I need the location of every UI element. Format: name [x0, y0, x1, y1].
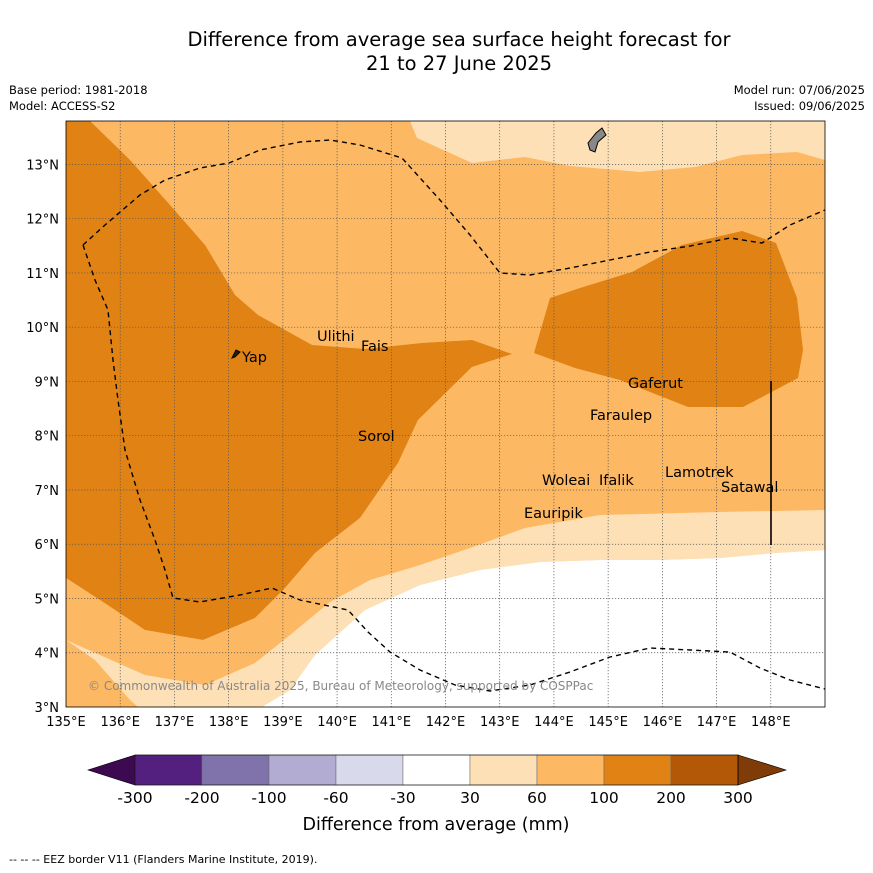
y-tick-label: 12°N	[26, 213, 59, 228]
map-frame	[65, 120, 826, 708]
map-title: Difference from average sea surface heig…	[0, 28, 873, 76]
map-credit: © Commonwealth of Australia 2025, Bureau…	[88, 679, 593, 693]
eez-border	[82, 139, 826, 692]
colorbar-tick-label: -200	[184, 789, 219, 807]
y-tick-label: 5°N	[35, 592, 60, 607]
footer-legend: -- -- -- EEZ border V11 (Flanders Marine…	[9, 853, 318, 866]
contour-neutral-south	[138, 550, 825, 707]
colorbar-bin	[134, 754, 203, 786]
colorbar-extend-high	[737, 754, 788, 786]
contour-100-200-east	[534, 231, 803, 407]
place-label-ifalik: Ifalik	[599, 473, 634, 489]
x-tick-label: 137°E	[155, 715, 195, 730]
y-tick-label: 9°N	[35, 375, 60, 390]
colorbar-tick-label: 60	[527, 789, 547, 807]
colorbar-bin	[670, 754, 739, 786]
base-period: Base period: 1981-2018	[9, 83, 148, 97]
colorbar-extend-low	[87, 754, 136, 786]
x-tick-label: 142°E	[426, 715, 466, 730]
x-tick-labels: 135°E 136°E 137°E 138°E 139°E 140°E 141°E 142°E…	[46, 715, 790, 730]
place-label-sorol: Sorol	[358, 429, 395, 445]
place-label-ulithi: Ulithi	[317, 329, 355, 345]
colorbar-bin	[402, 754, 471, 786]
colorbar-bin	[469, 754, 538, 786]
colorbar-bin	[536, 754, 605, 786]
colorbar-tick-label: -100	[251, 789, 286, 807]
colorbar-bin	[268, 754, 337, 786]
colorbar-tick-label: 30	[460, 789, 480, 807]
x-tick-label: 145°E	[588, 715, 628, 730]
contour-30-60-north	[410, 121, 825, 172]
y-tick-label: 10°N	[26, 321, 59, 336]
contour-30-60-south	[66, 510, 825, 707]
y-tick-labels: 3°N 4°N 5°N 6°N 7°N 8°N 9°N 10°N 11°N 12°N 13°N	[26, 158, 59, 716]
guam-island	[587, 127, 607, 153]
place-label-eauripik: Eauripik	[524, 506, 583, 522]
x-tick-label: 144°E	[534, 715, 574, 730]
x-tick-label: 136°E	[100, 715, 140, 730]
colorbar-tick-label: 200	[656, 789, 686, 807]
y-tick-label: 6°N	[35, 538, 60, 553]
meta-right: Model run: 07/06/2025 Issued: 09/06/2025	[734, 82, 865, 114]
contour-100-200-west	[66, 121, 512, 640]
y-tick-label: 11°N	[26, 267, 59, 282]
title-line-1: Difference from average sea surface heig…	[187, 28, 731, 51]
x-tick-label: 147°E	[697, 715, 737, 730]
grid-lines	[66, 121, 825, 707]
y-tick-label: 7°N	[35, 484, 60, 499]
colorbar-bin	[603, 754, 672, 786]
model-name: Model: ACCESS-S2	[9, 99, 116, 113]
x-tick-label: 141°E	[372, 715, 412, 730]
title-line-2: 21 to 27 June 2025	[365, 52, 553, 75]
issued-date: Issued: 09/06/2025	[754, 99, 865, 113]
place-label-woleai: Woleai	[542, 473, 590, 489]
x-tick-label: 139°E	[263, 715, 303, 730]
x-tick-label: 140°E	[317, 715, 357, 730]
colorbar-bin	[335, 754, 404, 786]
colorbar-tick-label: 300	[723, 789, 753, 807]
colorbar-bin	[201, 754, 270, 786]
place-label-faraulep: Faraulep	[590, 408, 652, 424]
colorbar: -300 -200 -100 -60 -30 30 60 100 200 300	[87, 754, 788, 807]
place-label-yap: Yap	[241, 350, 267, 366]
colorbar-tick-label: -30	[390, 789, 415, 807]
colorbar-outline	[134, 754, 739, 786]
x-tick-label: 146°E	[643, 715, 683, 730]
x-tick-label: 143°E	[480, 715, 520, 730]
y-tick-label: 13°N	[26, 158, 59, 173]
place-label-satawal: Satawal	[721, 480, 778, 496]
y-tick-label: 8°N	[35, 430, 60, 445]
colorbar-tick-label: -60	[323, 789, 348, 807]
place-label-fais: Fais	[361, 339, 388, 355]
colorbar-title: Difference from average (mm)	[302, 815, 569, 835]
colorbar-tick-label: 100	[589, 789, 619, 807]
place-label-lamotrek: Lamotrek	[665, 465, 734, 481]
colorbar-tick-label: -300	[117, 789, 152, 807]
meta-left: Base period: 1981-2018 Model: ACCESS-S2	[9, 82, 148, 114]
place-label-gaferut: Gaferut	[628, 376, 683, 392]
x-tick-label: 138°E	[209, 715, 249, 730]
model-run: Model run: 07/06/2025	[733, 83, 865, 97]
yap-island	[231, 349, 241, 359]
contour-60-100-southwest	[66, 354, 512, 645]
y-tick-label: 4°N	[35, 647, 60, 662]
y-tick-label: 3°N	[35, 701, 60, 716]
x-tick-label: 135°E	[46, 715, 86, 730]
x-tick-label: 148°E	[751, 715, 791, 730]
